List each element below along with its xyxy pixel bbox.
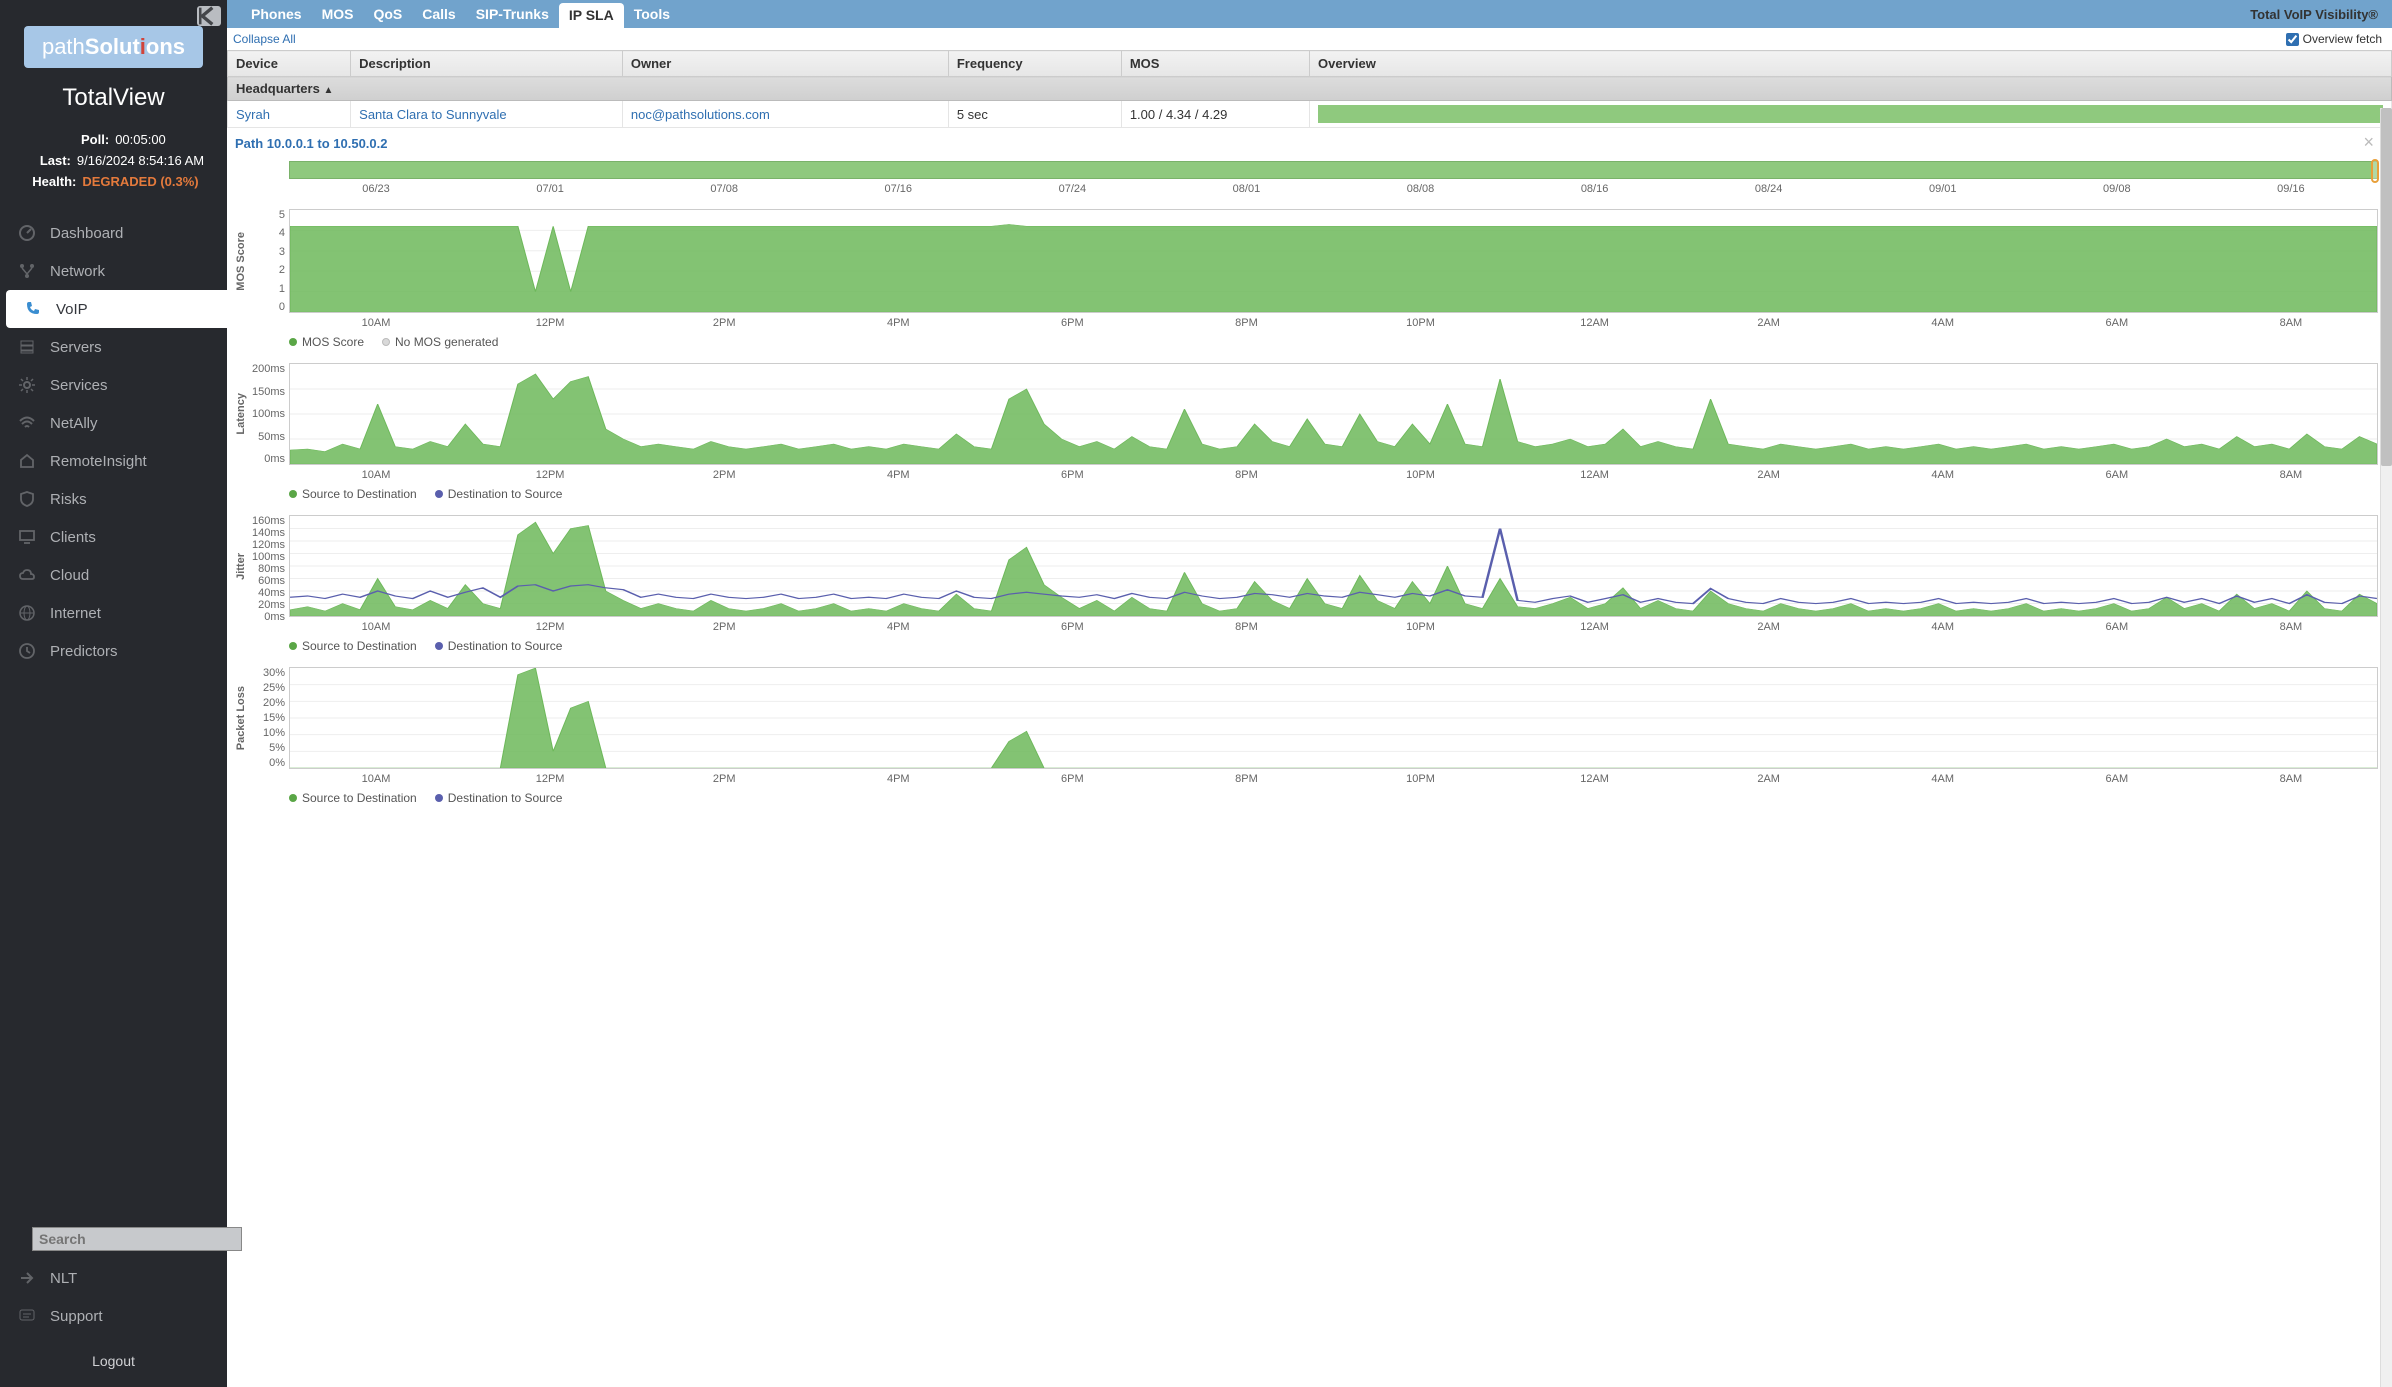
phone-icon	[24, 300, 42, 318]
column-mos[interactable]: MOS	[1121, 51, 1309, 77]
collapse-all-link[interactable]: Collapse All	[231, 32, 296, 46]
sidebar-item-label: NetAlly	[50, 415, 98, 432]
sidebar-item-servers[interactable]: Servers	[0, 328, 227, 366]
scrollbar[interactable]	[2380, 108, 2392, 1387]
sidebar-item-remoteinsight[interactable]: RemoteInsight	[0, 442, 227, 480]
sidebar-item-voip[interactable]: VoIP	[6, 290, 227, 328]
close-icon[interactable]: ×	[2363, 132, 2374, 153]
tab-phones[interactable]: Phones	[241, 1, 312, 28]
tab-siptrunks[interactable]: SIP-Trunks	[466, 1, 559, 28]
sidebar-item-label: VoIP	[56, 301, 88, 318]
brand-text: Total VoIP Visibility®	[2250, 7, 2378, 22]
tab-mos[interactable]: MOS	[312, 1, 364, 28]
tab-ipsla[interactable]: IP SLA	[559, 3, 624, 28]
loss-legend: Source to DestinationDestination to Sour…	[289, 791, 2378, 805]
sidebar-item-label: Network	[50, 263, 105, 280]
table-row: Syrah Santa Clara to Sunnyvale noc@paths…	[228, 101, 2392, 128]
scrollbar-thumb[interactable]	[2381, 108, 2392, 466]
tabbar: PhonesMOSQoSCallsSIP-TrunksIP SLATools T…	[227, 0, 2392, 28]
timeline-handle[interactable]	[2371, 159, 2379, 183]
mos-legend: MOS ScoreNo MOS generated	[289, 335, 2378, 349]
device-link[interactable]: Syrah	[228, 101, 351, 128]
sidebar-item-services[interactable]: Services	[0, 366, 227, 404]
frequency-cell: 5 sec	[948, 101, 1121, 128]
overview-fetch-toggle[interactable]: Overview fetch	[2286, 32, 2382, 46]
group-row-headquarters[interactable]: Headquarters ▲	[228, 77, 2392, 101]
wifi-icon	[18, 414, 36, 432]
jitter-chart: Jitter160ms140ms120ms100ms80ms60ms40ms20…	[233, 515, 2378, 653]
sidebar-item-label: NLT	[50, 1270, 77, 1287]
sidebar-item-predictors[interactable]: Predictors	[0, 632, 227, 670]
sidebar-item-label: Internet	[50, 605, 101, 622]
sidebar-item-label: Servers	[50, 339, 102, 356]
sidebar-item-label: Services	[50, 377, 108, 394]
overview-sparkline	[1318, 105, 2383, 123]
sidebar-item-support[interactable]: Support	[0, 1297, 227, 1335]
sidebar-item-clients[interactable]: Clients	[0, 518, 227, 556]
sidebar-collapse-button[interactable]	[197, 6, 221, 26]
loss-chart: Packet Loss30%25%20%15%10%5%0%10AM12PM2P…	[233, 667, 2378, 805]
shield-icon	[18, 490, 36, 508]
clock-icon	[18, 642, 36, 660]
column-owner[interactable]: Owner	[622, 51, 948, 77]
nav: Dashboard Network VoIP Servers Services NetAl…	[0, 214, 227, 1219]
home-icon	[18, 452, 36, 470]
gauge-icon	[18, 224, 36, 242]
column-description[interactable]: Description	[351, 51, 623, 77]
jitter-legend: Source to DestinationDestination to Sour…	[289, 639, 2378, 653]
latency-chart: Latency200ms150ms100ms50ms0ms10AM12PM2PM…	[233, 363, 2378, 501]
sidebar-item-dashboard[interactable]: Dashboard	[0, 214, 227, 252]
tab-calls[interactable]: Calls	[412, 1, 465, 28]
logout-link[interactable]: Logout	[0, 1335, 227, 1387]
monitor-icon	[18, 528, 36, 546]
search-input[interactable]	[32, 1227, 242, 1251]
branch-icon	[18, 262, 36, 280]
sidebar-item-label: Predictors	[50, 643, 118, 660]
sidebar-item-label: RemoteInsight	[50, 453, 147, 470]
gear-icon	[18, 376, 36, 394]
sidebar-item-label: Support	[50, 1308, 103, 1325]
overview-fetch-checkbox[interactable]	[2286, 33, 2299, 46]
logo: pathSolutions	[24, 26, 203, 68]
mos-cell: 1.00 / 4.34 / 4.29	[1121, 101, 1309, 128]
sidebar-item-cloud[interactable]: Cloud	[0, 556, 227, 594]
tab-tools[interactable]: Tools	[624, 1, 680, 28]
sidebar-item-network[interactable]: Network	[0, 252, 227, 290]
stack-icon	[18, 338, 36, 356]
status-block: Poll:00:05:00 Last:9/16/2024 8:54:16 AM …	[0, 130, 227, 192]
sidebar-item-label: Clients	[50, 529, 96, 546]
column-overview[interactable]: Overview	[1310, 51, 2392, 77]
sidebar-item-internet[interactable]: Internet	[0, 594, 227, 632]
sidebar-item-risks[interactable]: Risks	[0, 480, 227, 518]
sidebar-item-label: Dashboard	[50, 225, 123, 242]
column-frequency[interactable]: Frequency	[948, 51, 1121, 77]
product-name: TotalView	[0, 84, 227, 112]
sidebar-item-label: Risks	[50, 491, 87, 508]
description-link[interactable]: Santa Clara to Sunnyvale	[351, 101, 623, 128]
sidebar-item-label: Cloud	[50, 567, 89, 584]
column-device[interactable]: Device	[228, 51, 351, 77]
chat-icon	[18, 1307, 36, 1325]
arrow-icon	[18, 1269, 36, 1287]
path-title-link[interactable]: Path 10.0.0.1 to 10.50.0.2	[235, 136, 2378, 151]
sidebar-item-netally[interactable]: NetAlly	[0, 404, 227, 442]
latency-legend: Source to DestinationDestination to Sour…	[289, 487, 2378, 501]
cloud-icon	[18, 566, 36, 584]
sidebar-item-nlt[interactable]: NLT	[0, 1259, 227, 1297]
owner-link[interactable]: noc@pathsolutions.com	[622, 101, 948, 128]
timeline-bar[interactable]	[289, 161, 2378, 179]
globe-icon	[18, 604, 36, 622]
mos-chart: MOS Score54321010AM12PM2PM4PM6PM8PM10PM1…	[233, 209, 2378, 349]
tab-qos[interactable]: QoS	[363, 1, 412, 28]
